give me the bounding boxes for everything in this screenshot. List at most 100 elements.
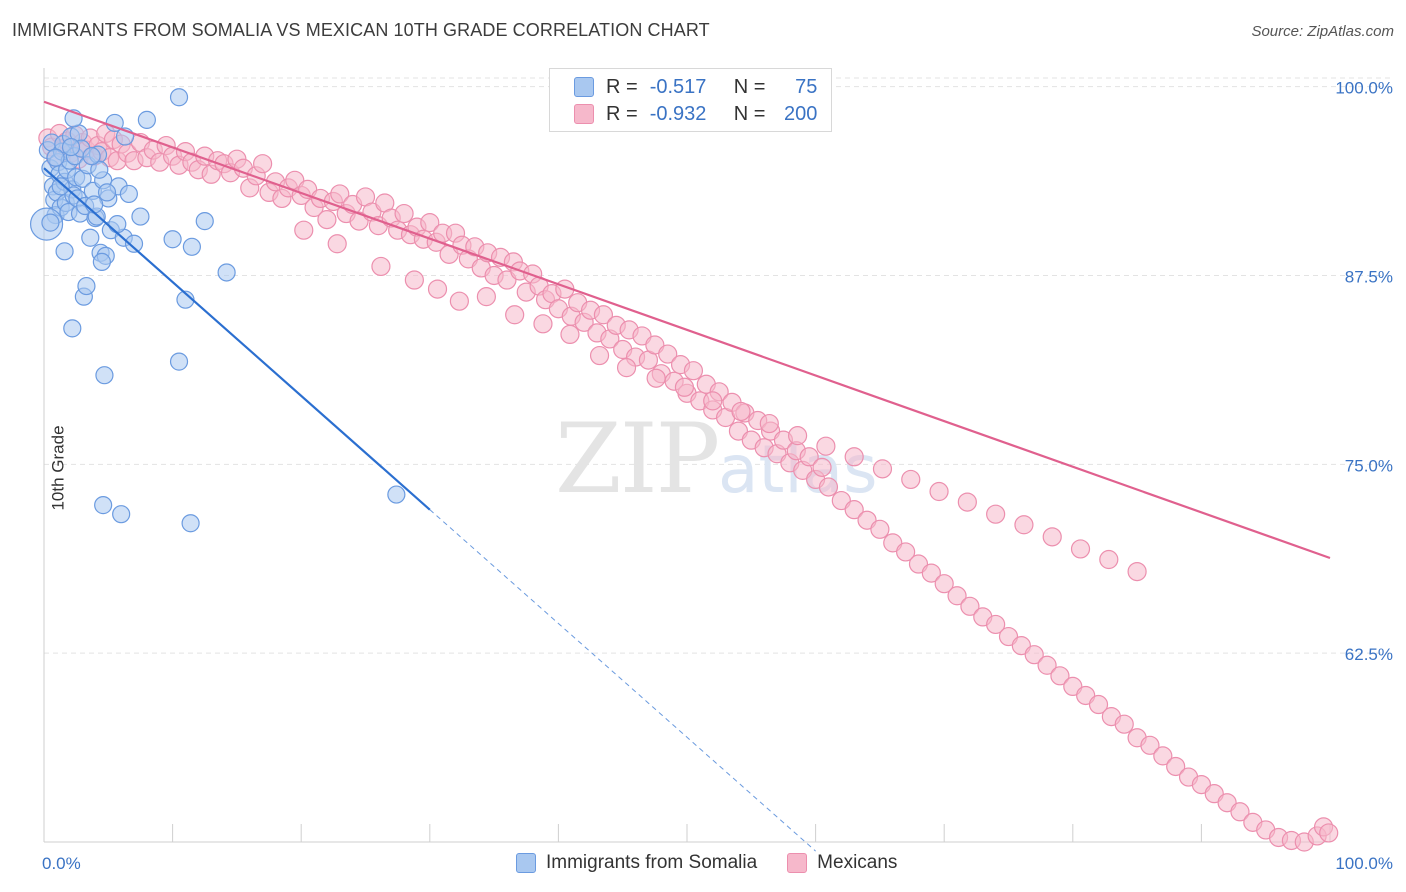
- data-point-somalia: [46, 148, 65, 167]
- data-point-mexicans: [294, 220, 314, 240]
- data-point-somalia: [92, 252, 111, 271]
- data-point-mexicans: [427, 279, 448, 299]
- legend-r-value: -0.517: [649, 75, 707, 98]
- data-point-mexicans: [816, 436, 836, 456]
- legend-swatch-mexicans: [574, 104, 594, 124]
- legend-r-value: -0.932: [649, 102, 707, 125]
- data-point-mexicans: [371, 256, 391, 277]
- data-point-mexicans: [1127, 561, 1147, 582]
- data-point-mexicans: [921, 563, 941, 583]
- data-point-mexicans: [929, 481, 949, 502]
- data-point-mexicans: [703, 391, 723, 411]
- data-point-mexicans: [476, 287, 496, 307]
- data-point-mexicans: [646, 368, 666, 388]
- watermark: ZIP atlas: [555, 403, 878, 515]
- data-point-mexicans: [896, 542, 916, 562]
- data-point-somalia: [169, 88, 189, 107]
- trend-line-somalia: [43, 167, 431, 511]
- source-credit: Source: ZipAtlas.com: [1251, 23, 1394, 40]
- data-point-mexicans: [330, 184, 350, 204]
- data-point-mexicans: [844, 447, 864, 467]
- trend-line-somalia-extension: [429, 509, 816, 852]
- data-point-mexicans: [901, 469, 921, 490]
- legend-n-label: N =: [733, 75, 766, 98]
- data-point-mexicans: [986, 504, 1006, 524]
- y-axis-label: 10th Grade: [48, 425, 68, 511]
- watermark-zip: ZIP: [555, 403, 718, 515]
- data-point-mexicans: [533, 314, 553, 334]
- data-point-somalia: [108, 215, 127, 234]
- legend-n-value: 75: [795, 75, 818, 98]
- data-point-mexicans: [1014, 515, 1034, 535]
- legend-n-label: N =: [733, 102, 766, 125]
- legend-label-somalia: Immigrants from Somalia: [546, 852, 758, 873]
- data-point-somalia: [169, 352, 189, 371]
- data-point-somalia: [182, 237, 201, 256]
- data-point-mexicans: [317, 210, 337, 230]
- data-point-mexicans: [1140, 735, 1160, 755]
- data-point-mexicans: [560, 324, 580, 345]
- data-point-somalia: [90, 160, 109, 179]
- data-point-mexicans: [759, 413, 779, 434]
- y-tick-label: 100.0%: [1335, 79, 1393, 98]
- data-point-mexicans: [616, 358, 637, 378]
- data-point-somalia: [63, 319, 82, 338]
- data-point-mexicans: [449, 291, 469, 311]
- data-point-mexicans: [787, 426, 808, 446]
- correlation-legend: R = -0.517 N = 75 R = -0.932 N = 200: [549, 68, 832, 132]
- data-point-mexicans: [844, 500, 864, 520]
- data-point-mexicans: [872, 459, 893, 479]
- data-point-mexicans: [1088, 694, 1109, 715]
- legend-swatch-somalia: [574, 77, 594, 97]
- data-point-mexicans: [589, 345, 610, 366]
- data-point-mexicans: [404, 270, 424, 290]
- legend-r-label: R =: [606, 102, 638, 125]
- data-point-somalia: [163, 230, 182, 249]
- x-tick-label: 100.0%: [1335, 854, 1393, 873]
- trend-line-mexicans: [43, 100, 1331, 560]
- data-point-mexicans: [658, 344, 678, 364]
- legend-label-mexicans: Mexicans: [817, 852, 898, 873]
- axis-labels: 100.0% 87.5% 75.0% 62.5% 0.0% 100.0%: [42, 79, 1393, 873]
- somalia-points: [29, 88, 406, 533]
- legend-n-value: 200: [784, 102, 818, 125]
- data-point-somalia: [195, 212, 214, 231]
- legend-r-label: R =: [606, 75, 638, 98]
- data-point-somalia: [85, 195, 104, 214]
- y-tick-label: 87.5%: [1345, 267, 1393, 286]
- data-point-mexicans: [505, 305, 525, 325]
- data-point-mexicans: [1099, 549, 1119, 570]
- data-point-somalia: [82, 147, 101, 166]
- data-point-mexicans: [934, 574, 954, 594]
- data-point-somalia: [55, 242, 74, 261]
- data-point-somalia: [112, 505, 131, 524]
- data-point-somalia: [94, 496, 113, 515]
- data-point-mexicans: [818, 477, 839, 497]
- data-point-somalia: [97, 183, 117, 202]
- series-legend: Immigrants from Somalia Mexicans: [516, 852, 927, 874]
- legend-swatch-somalia: [516, 853, 536, 873]
- data-point-somalia: [41, 213, 60, 232]
- data-point-somalia: [77, 276, 96, 296]
- data-point-mexicans: [683, 361, 704, 381]
- data-point-mexicans: [1319, 823, 1339, 843]
- data-point-somalia: [61, 137, 81, 157]
- data-point-mexicans: [394, 203, 414, 224]
- legend-row-mexicans: R = -0.932 N = 200: [574, 102, 817, 126]
- data-point-somalia: [81, 228, 100, 247]
- data-point-mexicans: [420, 213, 440, 233]
- legend-item-somalia[interactable]: Immigrants from Somalia: [516, 852, 757, 874]
- data-point-mexicans: [593, 305, 614, 325]
- data-point-somalia: [95, 366, 114, 385]
- data-point-somalia: [51, 177, 70, 196]
- legend-item-mexicans[interactable]: Mexicans: [787, 852, 897, 874]
- data-point-mexicans: [1042, 527, 1062, 547]
- x-tick-label: 0.0%: [42, 854, 81, 873]
- data-point-somalia: [217, 263, 236, 282]
- data-point-mexicans: [799, 447, 819, 467]
- data-point-mexicans: [253, 154, 273, 174]
- data-point-mexicans: [731, 401, 751, 422]
- data-point-mexicans: [1166, 756, 1186, 777]
- data-point-mexicans: [960, 596, 980, 616]
